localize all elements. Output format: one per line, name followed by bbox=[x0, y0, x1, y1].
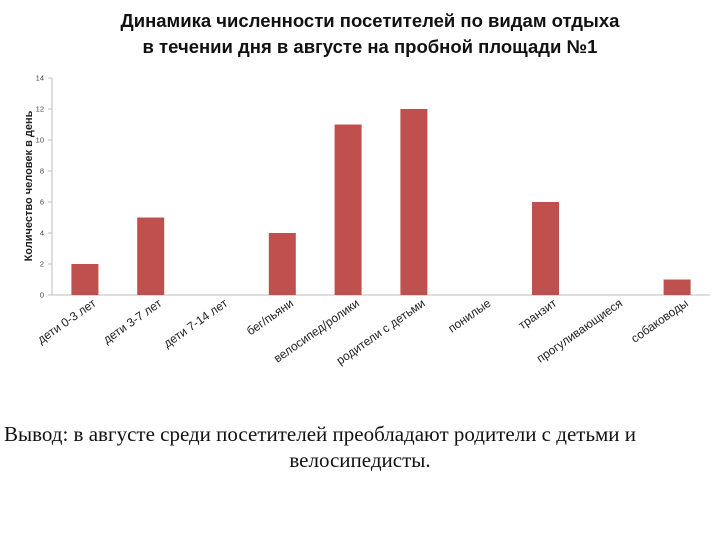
conclusion-line2: велосипедисты. bbox=[289, 448, 431, 472]
bars bbox=[71, 109, 691, 295]
bar bbox=[334, 124, 362, 295]
x-tick-label: бег/пьяни bbox=[244, 296, 296, 338]
bar bbox=[532, 202, 559, 295]
bar bbox=[663, 279, 691, 295]
bar-chart: 0 2 4 6 8 10 12 14 дети 0-3 лет дети 3-7 летдети… bbox=[23, 74, 710, 368]
x-tick-label: транзит bbox=[516, 296, 560, 333]
x-tick-label: собаководы bbox=[628, 296, 690, 346]
x-tick-label: дети 0-3 лет bbox=[35, 296, 99, 347]
x-tick-label: дети 7-14 лет bbox=[161, 296, 231, 351]
y-axis: 0 2 4 6 8 10 12 14 bbox=[36, 74, 710, 300]
y-tick-label: 2 bbox=[40, 260, 44, 269]
y-tick-label: 12 bbox=[36, 105, 44, 114]
x-tick-label: понилые bbox=[445, 296, 493, 336]
chart-title-line1: Динамика численности посетителей по вида… bbox=[120, 10, 620, 31]
x-tick-label: дети 3-7 лет bbox=[100, 296, 164, 347]
y-tick-label: 8 bbox=[40, 167, 44, 176]
y-tick-label: 0 bbox=[40, 291, 44, 300]
bar bbox=[400, 109, 428, 295]
bar bbox=[71, 264, 99, 295]
chart-title: Динамика численности посетителей по вида… bbox=[60, 8, 680, 60]
bar bbox=[137, 217, 165, 295]
y-tick-label: 14 bbox=[36, 74, 44, 83]
y-tick-label: 4 bbox=[40, 229, 44, 238]
conclusion-text: Вывод: в августе среди посетителей преоб… bbox=[0, 421, 720, 473]
y-axis-title: Количество человек в день bbox=[23, 110, 35, 261]
y-tick-label: 6 bbox=[40, 198, 44, 207]
bar bbox=[268, 233, 296, 295]
y-tick-label: 10 bbox=[36, 136, 44, 145]
chart-title-line2: в течении дня в августе на пробной площа… bbox=[142, 36, 598, 57]
conclusion-line1: Вывод: в августе среди посетителей преоб… bbox=[4, 422, 637, 446]
